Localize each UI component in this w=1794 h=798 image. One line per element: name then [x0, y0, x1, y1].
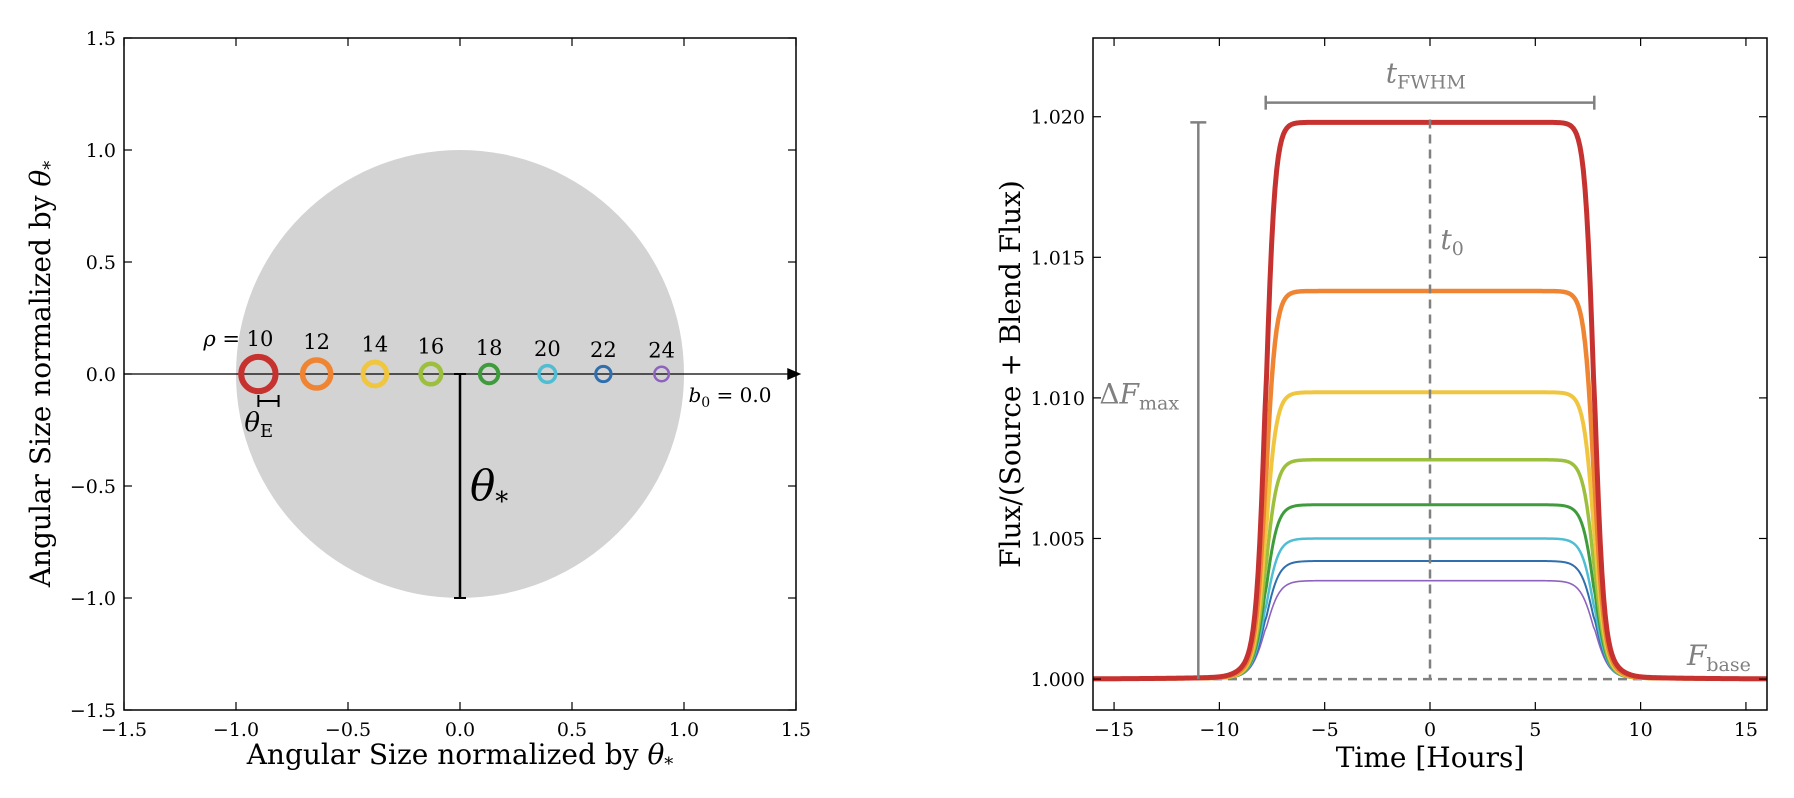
right-x-tick-label: −15 [1094, 719, 1134, 741]
lens-rho-label: 20 [534, 337, 561, 361]
left-y-tick-label: −1.5 [70, 700, 116, 722]
right-y-axis-label: Flux/(Source + Blend Flux) [994, 180, 1027, 568]
lens-rho-label: 16 [418, 334, 445, 358]
left-x-tick-label: −1.0 [213, 719, 259, 741]
left-x-tick-label: 0.5 [557, 719, 587, 741]
lens-circle [477, 362, 501, 386]
lens-circle [360, 359, 390, 389]
left-x-axis-label: Angular Size normalized by θ* [246, 738, 674, 775]
lens-circle [238, 353, 279, 395]
right-y-tick-label: 1.015 [1031, 247, 1085, 269]
left-y-tick-label: 1.5 [86, 28, 116, 50]
impact-parameter-label: b0 = 0.0 [688, 383, 771, 411]
lens-circle [653, 365, 671, 383]
right-y-tick-label: 1.010 [1031, 388, 1085, 410]
delta-f-label: ΔFmax [1099, 378, 1179, 415]
right-x-axis-label: Time [Hours] [1336, 741, 1525, 774]
left-x-tick-label: 1.0 [669, 719, 699, 741]
right-x-tick-label: −10 [1199, 719, 1239, 741]
lens-rho-label: 18 [476, 336, 503, 360]
lens-circle [299, 357, 334, 391]
lens-rho-label: ρ = 10 [202, 327, 273, 351]
fwhm-label: tFWHM [1386, 57, 1466, 94]
right-x-tick-label: 0 [1424, 719, 1436, 741]
left-x-tick-label: 0.0 [445, 719, 475, 741]
right-x-tick-label: 10 [1629, 719, 1653, 741]
f-base-label: Fbase [1686, 639, 1751, 676]
left-y-tick-label: 0.5 [86, 252, 116, 274]
left-y-tick-label: −1.0 [70, 588, 116, 610]
lens-circle [537, 363, 558, 385]
lens-rho-label: 22 [590, 338, 617, 362]
light-curve-panel: t0 tFWHM ΔFmax Fbase −15 −10 −5 0 5 10 15 1.000 1.0… [994, 37, 1768, 774]
left-y-tick-label: 1.0 [86, 140, 116, 162]
right-y-tick-label: 1.005 [1031, 528, 1085, 550]
left-x-tick-label: −1.5 [101, 719, 147, 741]
left-y-tick-label: 0.0 [86, 364, 116, 386]
theta-star-label: θ* [470, 461, 508, 517]
right-x-tick-label: −5 [1311, 719, 1339, 741]
lens-rho-label: 24 [648, 338, 675, 362]
lens-rho-label: 14 [362, 333, 389, 357]
lens-rho-label: 12 [303, 330, 330, 354]
lens-circle [594, 364, 613, 384]
right-y-tick-label: 1.020 [1031, 107, 1085, 129]
theta-e-label: θE [244, 408, 273, 442]
left-y-tick-label: −0.5 [70, 476, 116, 498]
right-y-tick-label: 1.000 [1031, 669, 1085, 691]
left-x-tick-label: 1.5 [781, 719, 811, 741]
left-y-axis-label: Angular Size normalized by θ* [24, 161, 61, 589]
right-x-tick-label: 15 [1734, 719, 1758, 741]
t0-label: t0 [1441, 223, 1464, 260]
left-x-tick-label: −0.5 [325, 719, 371, 741]
lens-circle [418, 361, 444, 387]
right-x-tick-label: 5 [1529, 719, 1541, 741]
light-curve-rho-10 [1092, 119, 1768, 682]
